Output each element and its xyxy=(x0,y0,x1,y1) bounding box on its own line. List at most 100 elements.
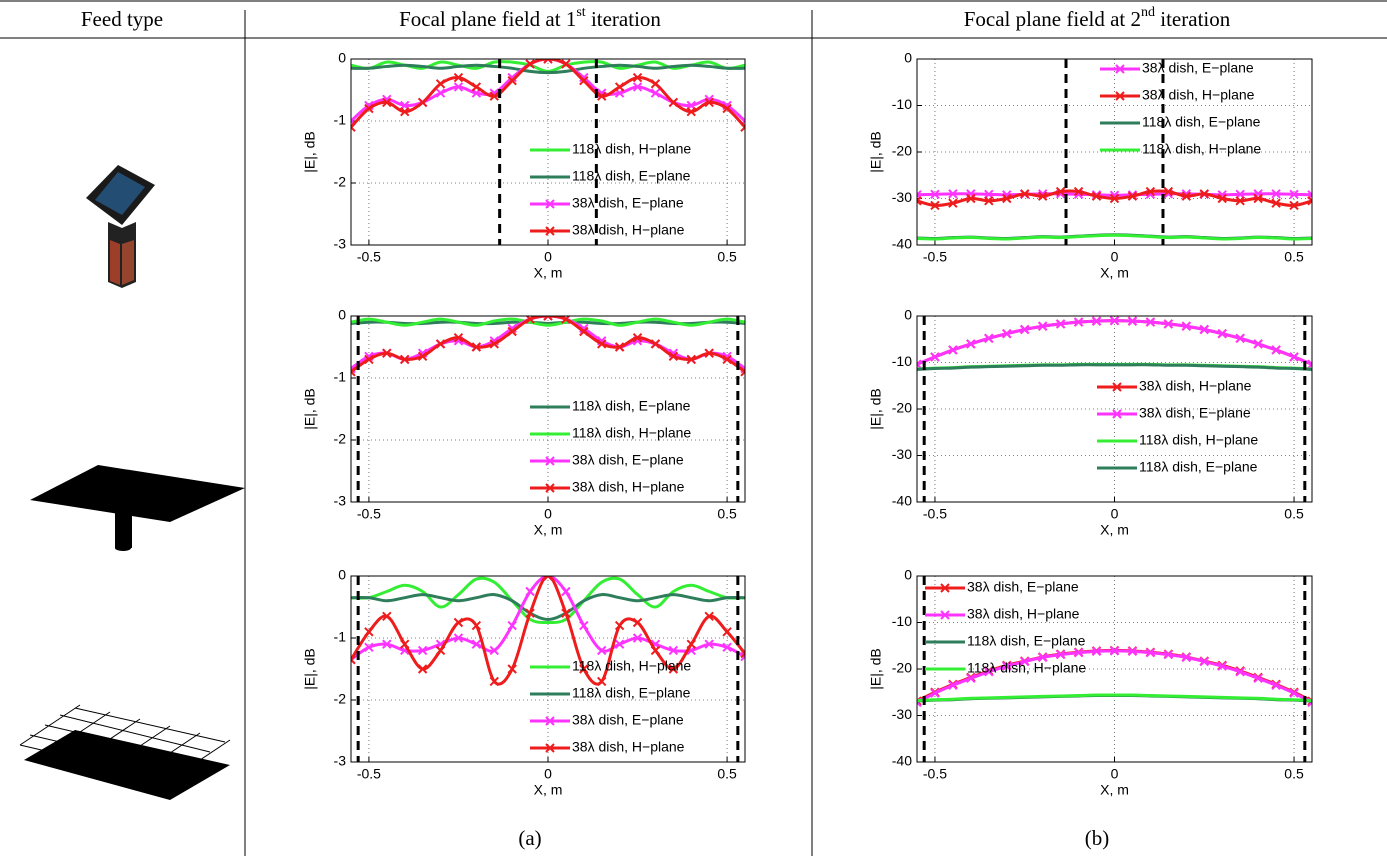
point-marker xyxy=(543,576,553,581)
x-tick-label: 0.5 xyxy=(1284,249,1304,265)
chart: -40 -30 -20 -10 0 -0.5 0 0.5 X, m |E|, dB 38λ dish… xyxy=(868,567,1313,798)
y-axis-label: |E|, dB xyxy=(868,388,884,430)
point-marker xyxy=(471,342,482,352)
y-tick-label: -20 xyxy=(892,143,912,159)
point-marker xyxy=(351,654,356,665)
point-marker xyxy=(364,354,374,365)
legend-label: 118λ dish, H−plane xyxy=(1142,141,1261,157)
chart: -3 -2 -1 0 -0.5 0 0.5 X, m |E|, dB 118λ dish, H−p… xyxy=(302,567,746,798)
point-marker xyxy=(650,645,661,656)
axes-box xyxy=(916,58,1313,246)
x-tick-label: 0 xyxy=(1111,249,1119,265)
x-tick-label: 0 xyxy=(544,506,552,522)
y-tick-label: -3 xyxy=(334,493,347,509)
point-marker xyxy=(1289,688,1299,698)
point-marker xyxy=(543,316,553,321)
point-marker xyxy=(1217,193,1227,204)
legend-marker xyxy=(1115,91,1125,101)
point-marker xyxy=(400,354,410,365)
x-tick-label: 0.5 xyxy=(1284,766,1304,782)
point-marker xyxy=(1217,328,1227,339)
point-marker xyxy=(507,326,517,337)
point-marker xyxy=(489,645,499,656)
legend-marker xyxy=(1112,409,1122,419)
legend-marker xyxy=(1112,382,1122,392)
series-line xyxy=(351,593,745,621)
point-marker xyxy=(722,103,732,114)
point-marker xyxy=(984,333,994,344)
point-marker xyxy=(614,639,625,649)
series-line xyxy=(351,576,745,625)
y-tick-label: -30 xyxy=(892,446,912,462)
point-marker xyxy=(1037,652,1048,663)
legend-label: 38λ dish, E−plane xyxy=(1142,60,1254,76)
legend-label: 38λ dish, E−plane xyxy=(1139,405,1251,421)
legend: 118λ dish, H−plane 118λ dish, E−plane 38λ … xyxy=(530,658,691,755)
point-marker xyxy=(1145,317,1156,327)
point-marker xyxy=(453,633,464,643)
point-marker xyxy=(1091,646,1102,657)
series-line xyxy=(351,63,745,75)
legend-label: 38λ dish, H−plane xyxy=(572,479,685,495)
point-marker xyxy=(435,79,446,89)
point-marker xyxy=(579,664,589,674)
legend-marker xyxy=(545,226,555,236)
legend-marker xyxy=(1115,64,1125,74)
point-marker xyxy=(543,59,553,64)
y-tick-label: 0 xyxy=(338,567,346,583)
y-tick-label: -10 xyxy=(892,613,912,629)
point-marker xyxy=(1091,316,1102,326)
point-marker xyxy=(632,332,643,343)
point-marker xyxy=(597,91,607,101)
point-marker xyxy=(561,586,571,597)
point-marker xyxy=(984,196,994,206)
x-tick-label: -0.5 xyxy=(923,766,947,782)
y-tick-label: 0 xyxy=(904,307,912,323)
point-marker xyxy=(382,611,392,622)
y-tick-label: -1 xyxy=(334,112,347,128)
legend-label: 118λ dish, H−plane xyxy=(572,425,691,441)
point-marker xyxy=(525,59,535,69)
point-marker xyxy=(686,354,696,365)
point-marker xyxy=(1055,319,1066,329)
point-marker xyxy=(1037,191,1048,201)
y-tick-label: -2 xyxy=(334,431,347,447)
header-cell: Focal plane field at 1st iteration xyxy=(399,5,661,31)
point-marker xyxy=(632,617,643,628)
point-marker xyxy=(400,639,410,649)
x-axis-label: X, m xyxy=(534,522,563,538)
grid-feed xyxy=(19,704,231,800)
series-line xyxy=(351,576,745,686)
header-sup: st xyxy=(576,5,585,20)
point-marker xyxy=(489,91,499,101)
plot-content xyxy=(351,59,745,245)
legend-label: 118λ dish, H−plane xyxy=(967,660,1086,676)
chart: -40 -30 -20 -10 0 -0.5 0 0.5 X, m |E|, dB 38λ dish… xyxy=(868,307,1313,538)
point-marker xyxy=(1199,324,1209,335)
y-tick-label: -10 xyxy=(892,96,912,112)
point-marker xyxy=(1235,196,1245,206)
point-marker xyxy=(579,326,589,337)
legend-marker xyxy=(545,483,555,493)
point-marker xyxy=(740,648,745,659)
point-marker xyxy=(525,608,535,618)
point-marker xyxy=(984,667,994,677)
point-marker xyxy=(1127,646,1138,657)
x-tick-label: -0.5 xyxy=(357,249,381,265)
point-marker xyxy=(966,339,976,349)
legend-label: 38λ dish, H−plane xyxy=(967,606,1080,622)
point-marker xyxy=(417,351,428,362)
point-marker xyxy=(453,617,464,628)
plate-feed xyxy=(30,465,245,551)
legend-label: 118λ dish, H−plane xyxy=(572,658,691,674)
point-marker xyxy=(1002,193,1012,204)
series-line xyxy=(351,316,745,374)
y-tick-label: -30 xyxy=(892,706,912,722)
y-tick-label: -2 xyxy=(334,691,347,707)
point-marker xyxy=(930,352,940,362)
point-marker xyxy=(686,106,696,117)
point-marker xyxy=(435,339,446,349)
legend-label: 38λ dish, E−plane xyxy=(572,452,684,468)
legend: 38λ dish, E−plane 38λ dish, H−plane 118λ d… xyxy=(1100,60,1261,157)
